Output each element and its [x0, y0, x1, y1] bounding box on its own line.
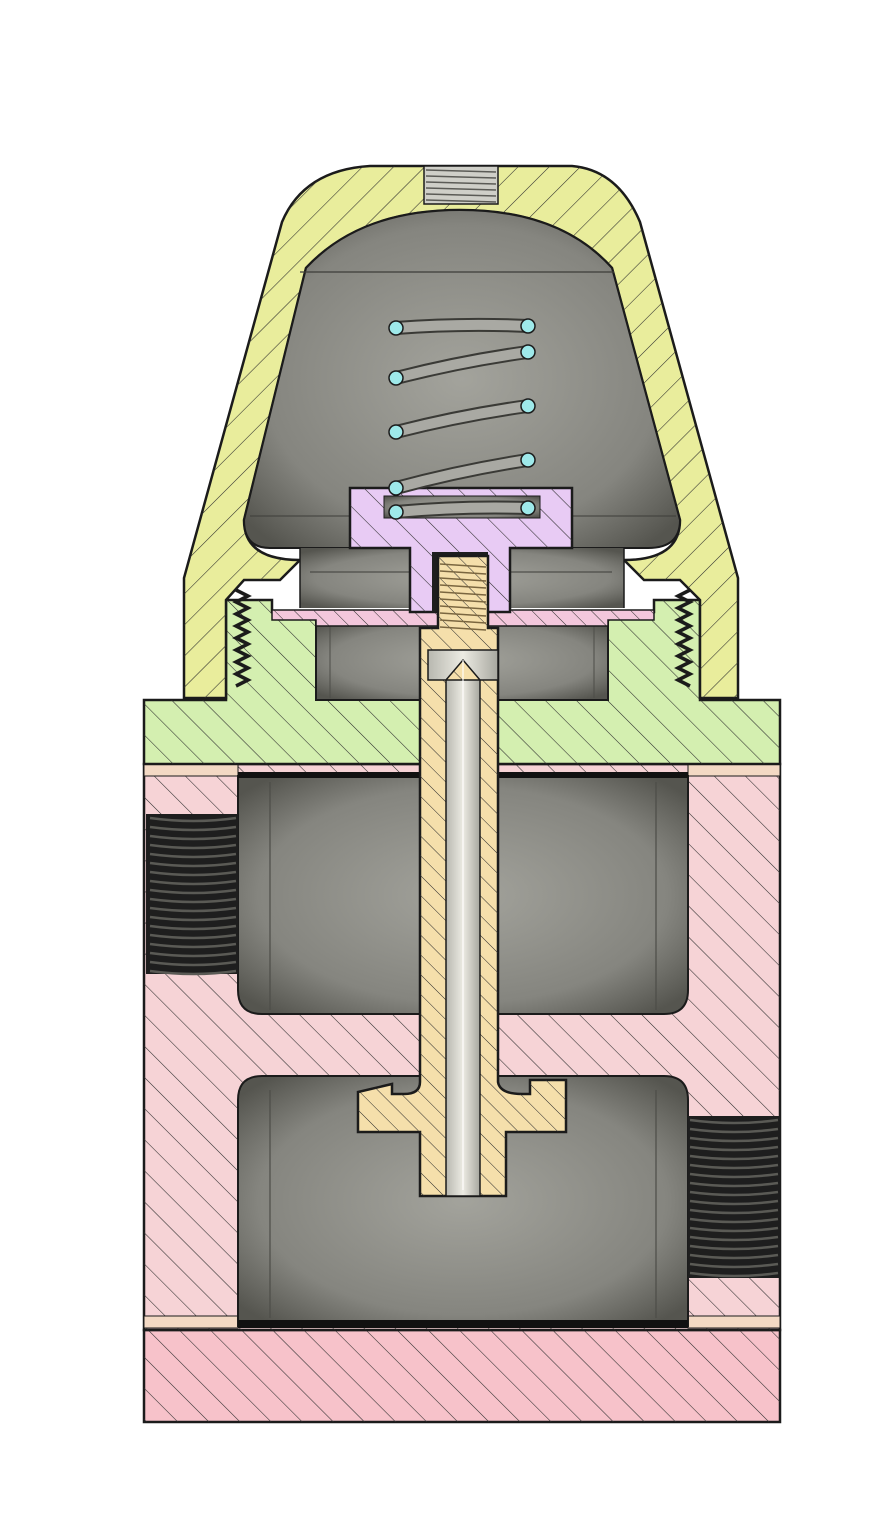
thread-line	[689, 1253, 779, 1260]
thread-line	[689, 1190, 779, 1197]
thread-line	[149, 888, 237, 895]
thread-line	[149, 906, 237, 913]
wire-end	[388, 504, 404, 520]
vent-thread-lines	[425, 169, 497, 203]
thread-line	[689, 1244, 779, 1251]
spring	[388, 317, 536, 520]
thread-line	[689, 1226, 779, 1233]
inlet-thread-lines	[149, 816, 237, 976]
wire-end	[520, 500, 536, 516]
thread-line	[689, 1163, 779, 1170]
thread-line	[149, 834, 237, 841]
thread-line	[149, 870, 237, 877]
spring-coil	[391, 502, 533, 517]
spring-coil	[391, 347, 533, 383]
thread-line	[439, 626, 487, 631]
wire-end	[520, 452, 536, 468]
base-plate	[142, 1328, 782, 1424]
thread-line	[439, 570, 487, 575]
thread-line	[425, 187, 497, 191]
thread-line	[149, 861, 237, 868]
thread-line	[439, 598, 487, 603]
thread-line	[149, 852, 237, 859]
inlet-port-thread	[146, 814, 238, 976]
thread-line	[149, 879, 237, 886]
thread-line	[689, 1127, 779, 1134]
thread-line	[689, 1136, 779, 1143]
wire-end	[388, 480, 404, 496]
wire-end	[388, 370, 404, 386]
thread-line	[689, 1217, 779, 1224]
thread-line	[689, 1118, 779, 1125]
thread-line	[425, 199, 497, 203]
valve-stem	[356, 554, 568, 1198]
thread-line	[149, 951, 237, 958]
thread-line	[439, 563, 487, 568]
wire-end	[520, 344, 536, 360]
outlet-thread-lines	[689, 1118, 779, 1278]
thread-line	[149, 897, 237, 904]
spring-coil	[391, 401, 533, 437]
thread-line	[689, 1172, 779, 1179]
thread-line	[149, 816, 237, 823]
thread-line	[149, 825, 237, 832]
thread-line	[689, 1262, 779, 1269]
thread-line	[689, 1208, 779, 1215]
thread-line	[689, 1181, 779, 1188]
thread-line	[425, 169, 497, 173]
thread-line	[439, 584, 487, 589]
thread-line	[149, 924, 237, 931]
thread-line	[439, 577, 487, 582]
thread-line	[674, 588, 694, 688]
thread-line	[689, 1154, 779, 1161]
thread-line	[149, 933, 237, 940]
thread-line	[149, 915, 237, 922]
thread-line	[439, 619, 487, 624]
thread-line	[689, 1235, 779, 1242]
lower-chamber	[237, 1075, 689, 1328]
thread-line	[149, 942, 237, 949]
thread-line	[425, 175, 497, 179]
bonnet-thread-lines	[232, 588, 694, 688]
thread-line	[439, 612, 487, 617]
thread-line	[689, 1145, 779, 1152]
thread-line	[149, 843, 237, 850]
wire-end	[388, 320, 404, 336]
spring-coil	[391, 455, 533, 493]
wire-end	[520, 318, 536, 334]
outlet-port-thread	[688, 1116, 780, 1278]
thread-line	[149, 960, 237, 967]
thread-line	[439, 605, 487, 610]
thread-line	[689, 1199, 779, 1206]
thread-line	[439, 591, 487, 596]
spring-coil	[391, 319, 533, 333]
thread-line	[425, 193, 497, 197]
thread-line	[149, 969, 237, 976]
thread-line	[232, 588, 252, 688]
thread-line	[425, 181, 497, 185]
thread-line	[689, 1271, 779, 1278]
wire-end	[388, 424, 404, 440]
stem-thread-lines	[439, 563, 487, 631]
wire-end	[520, 398, 536, 414]
